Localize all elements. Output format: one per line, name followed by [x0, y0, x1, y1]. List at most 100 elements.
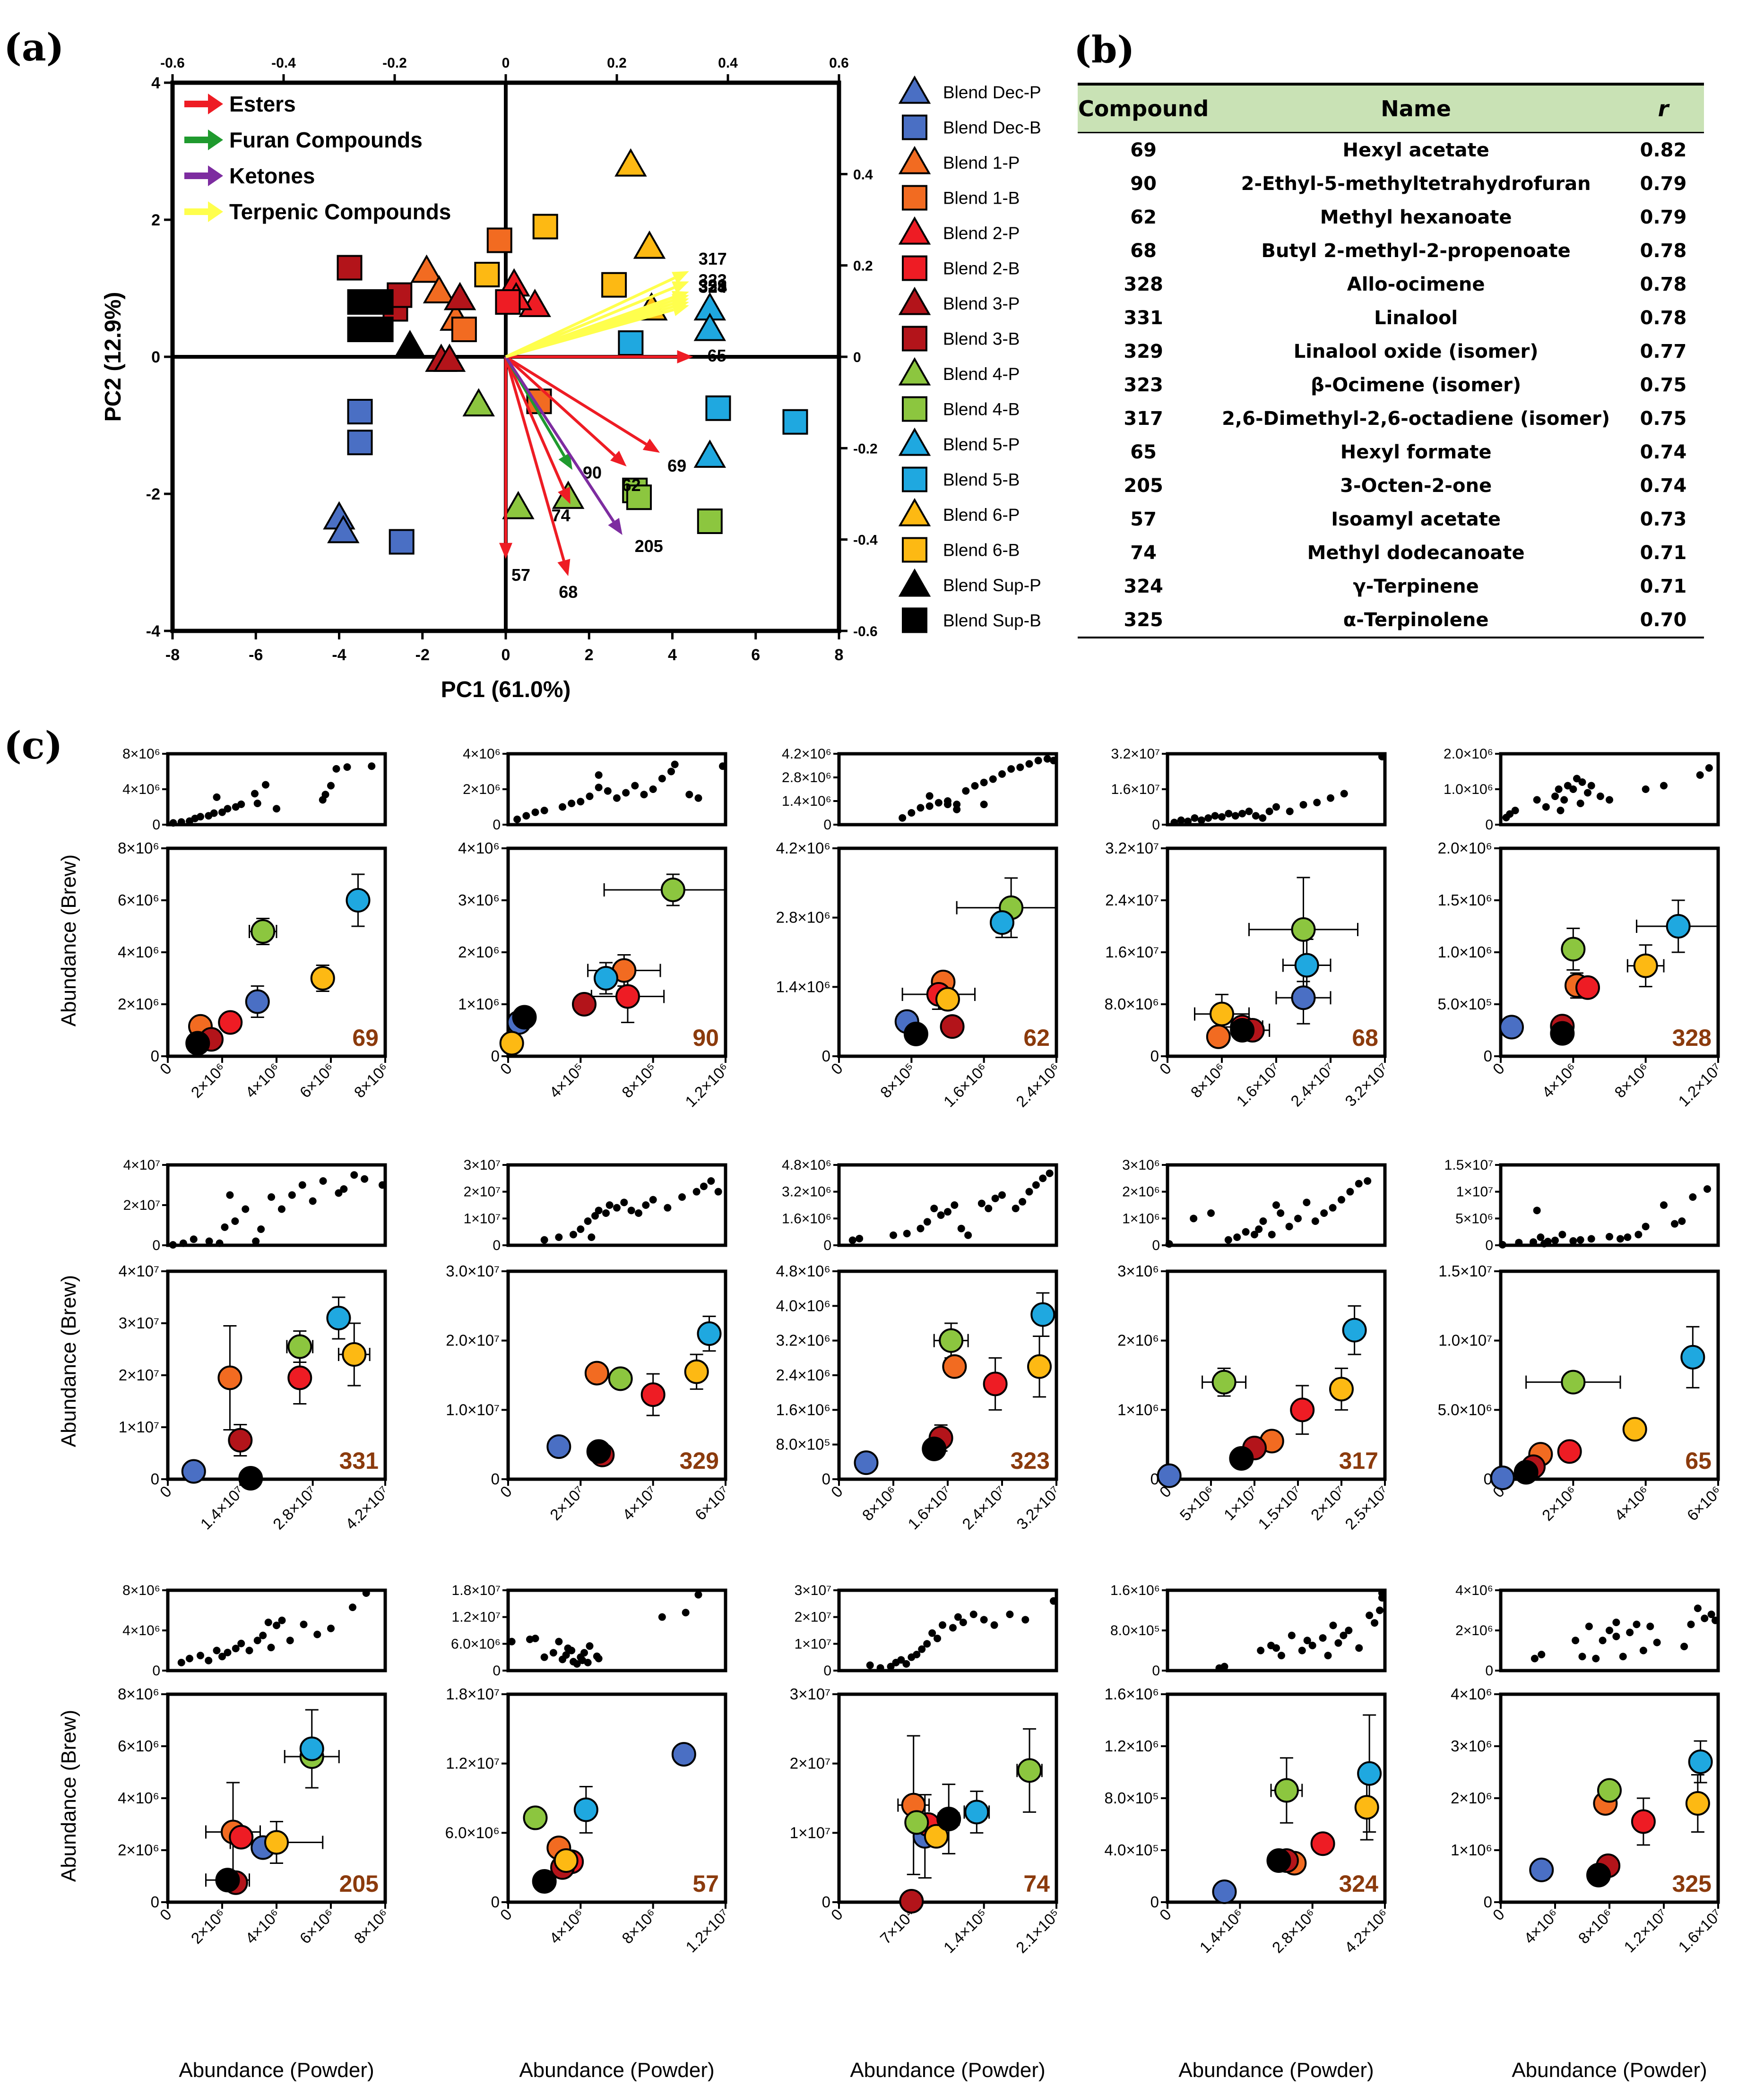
mini-y-tick-label: 2×10⁷	[464, 1184, 501, 1200]
mini-data-point	[221, 1223, 229, 1231]
y-tick-label: 1×10⁷	[790, 1824, 830, 1841]
mini-y-tick-label: 6.0×10⁶	[451, 1636, 501, 1652]
mini-data-point	[917, 804, 925, 812]
x-tick-label: 4×10⁵	[546, 1060, 588, 1101]
x-tick-label: 8×10⁶	[859, 1483, 900, 1524]
blend-mean-point-Dec	[671, 1742, 696, 1767]
mini-data-point	[951, 1201, 959, 1209]
mini-data-point	[570, 1658, 577, 1666]
y-axis-label: Abundance (Brew)	[57, 1275, 80, 1447]
mini-data-point	[595, 771, 603, 779]
mini-data-point	[1268, 1231, 1276, 1239]
loading-arrow-shaft	[505, 276, 675, 358]
mini-data-point	[1334, 1639, 1342, 1647]
blend-legend-item: Blend Dec-P	[898, 75, 1041, 104]
x-tick-label: 1.2×10⁷	[1675, 1060, 1725, 1110]
mini-data-point	[964, 1231, 972, 1239]
score-point-triangle	[327, 515, 360, 543]
y-tick-label: 0	[1150, 1047, 1159, 1065]
mini-data-point	[522, 812, 530, 820]
y-tick-label: 8.0×10⁶	[1105, 995, 1159, 1013]
cell-name: Hexyl acetate	[1342, 139, 1489, 161]
compound-panel-57: 0 6.0×10⁶ 1.2×10⁷ 1.8×10⁷ 0 6.0×10⁶ 1.2×10⁷ 1.8…	[445, 1583, 733, 2082]
blend-mean-point-Sup	[1266, 1848, 1291, 1873]
loading-label: 69	[667, 456, 686, 475]
y-tick-label: 1.2×10⁷	[446, 1755, 500, 1772]
mini-data-point	[1329, 1621, 1337, 1629]
mini-data-point	[1034, 757, 1042, 765]
mini-data-point	[213, 1646, 221, 1655]
mini-y-tick-label: 4×10⁶	[122, 1623, 160, 1638]
mini-data-point	[1025, 760, 1033, 768]
x-tick-label: 6×10⁶	[296, 1060, 338, 1101]
mini-data-point	[1204, 814, 1212, 822]
mini-data-point	[340, 1185, 348, 1193]
blend-mean-point-2	[640, 1382, 666, 1407]
mini-y-tick-label: 2×10⁶	[1122, 1184, 1160, 1200]
mini-data-point	[1569, 1237, 1577, 1245]
score-point-square	[389, 529, 415, 555]
mini-data-point	[1197, 816, 1205, 824]
mini-data-point	[1612, 1632, 1620, 1640]
mini-plot-frame	[1499, 752, 1720, 827]
x-tick-label: 1.2×10⁶	[682, 1060, 733, 1111]
mini-data-point	[251, 790, 259, 798]
x-tick-label: 0	[156, 1060, 175, 1078]
blend-mean-point-4	[660, 878, 685, 902]
mini-data-point	[1184, 817, 1192, 825]
mini-y-tick-label: 2×10⁷	[795, 1610, 831, 1625]
mini-data-point	[1245, 807, 1253, 815]
compound-id-label: 331	[339, 1448, 379, 1474]
mini-data-point	[1319, 1634, 1327, 1642]
mini-plot-frame	[1166, 1163, 1387, 1247]
mini-data-point	[1207, 1209, 1215, 1217]
mini-data-point	[1286, 807, 1294, 815]
abundance-scatter-grid: 0 4×10⁶ 8×10⁶ 0 2×10⁶ 4×10⁶ 6×10⁶ 8×10⁶ 0 2×10⁶ 4×…	[57, 746, 1725, 2082]
mini-data-point	[1680, 1643, 1688, 1650]
mini-data-point	[1242, 1228, 1250, 1236]
mini-data-point	[1378, 753, 1386, 760]
blend-legend-marker-triangle	[898, 357, 931, 386]
score-point-square	[347, 430, 373, 456]
y-tick-label: 4×10⁶	[458, 839, 500, 857]
cell-r: 0.79	[1640, 206, 1687, 228]
mini-data-point	[918, 1645, 926, 1653]
column-header-r: r	[1623, 83, 1704, 133]
mini-data-point	[584, 1217, 592, 1225]
mini-data-point	[998, 770, 1006, 778]
x-tick-label: 0	[1489, 1905, 1508, 1924]
x-tick-label: 8×10⁵	[877, 1060, 918, 1101]
blend-mean-point-5	[326, 1306, 351, 1330]
blend-legend-item: Blend 5-P	[898, 427, 1020, 456]
mini-data-point	[169, 819, 177, 827]
mini-y-tick-label: 4×10⁷	[123, 1157, 160, 1173]
loading-arrow	[505, 271, 689, 358]
mini-data-point	[559, 803, 566, 811]
mini-plot-frame	[1499, 1163, 1720, 1247]
mini-data-point	[570, 1231, 577, 1239]
mini-data-point	[1576, 1236, 1584, 1244]
mini-data-point	[856, 1234, 864, 1242]
mini-data-point	[309, 1197, 317, 1205]
y-tick-label: 0	[151, 348, 160, 366]
y-tick-label: 4×10⁶	[1451, 1685, 1492, 1703]
table-row: 328 Allo-ocimene 0.78	[1078, 267, 1704, 301]
mini-data-point	[555, 1233, 563, 1241]
compound-panel-324: 0 8.0×10⁵ 1.6×10⁶ 0 4.0×10⁵ 8.0×10⁵ 1.2×10⁶ 1.6…	[1104, 1583, 1392, 2082]
score-point-triangle	[410, 254, 443, 283]
score-point-square	[474, 262, 500, 287]
cell-compound: 62	[1130, 206, 1157, 228]
mini-data-point	[531, 1635, 539, 1642]
blend-mean-point-4	[1561, 1370, 1586, 1395]
y-tick-label: 6×10⁶	[118, 891, 159, 909]
blend-legend-label: Blend 1-P	[943, 153, 1020, 172]
mini-data-point	[186, 1655, 193, 1663]
score-point-triangle	[443, 282, 476, 310]
loading-arrow	[505, 355, 660, 453]
arrow-legend-head	[208, 201, 223, 222]
cell-name: α-Terpinolene	[1209, 603, 1623, 638]
blend-mean-point-6	[924, 1824, 949, 1849]
cell-r: 0.78	[1640, 240, 1687, 262]
y-tick-label: -4	[146, 622, 160, 640]
